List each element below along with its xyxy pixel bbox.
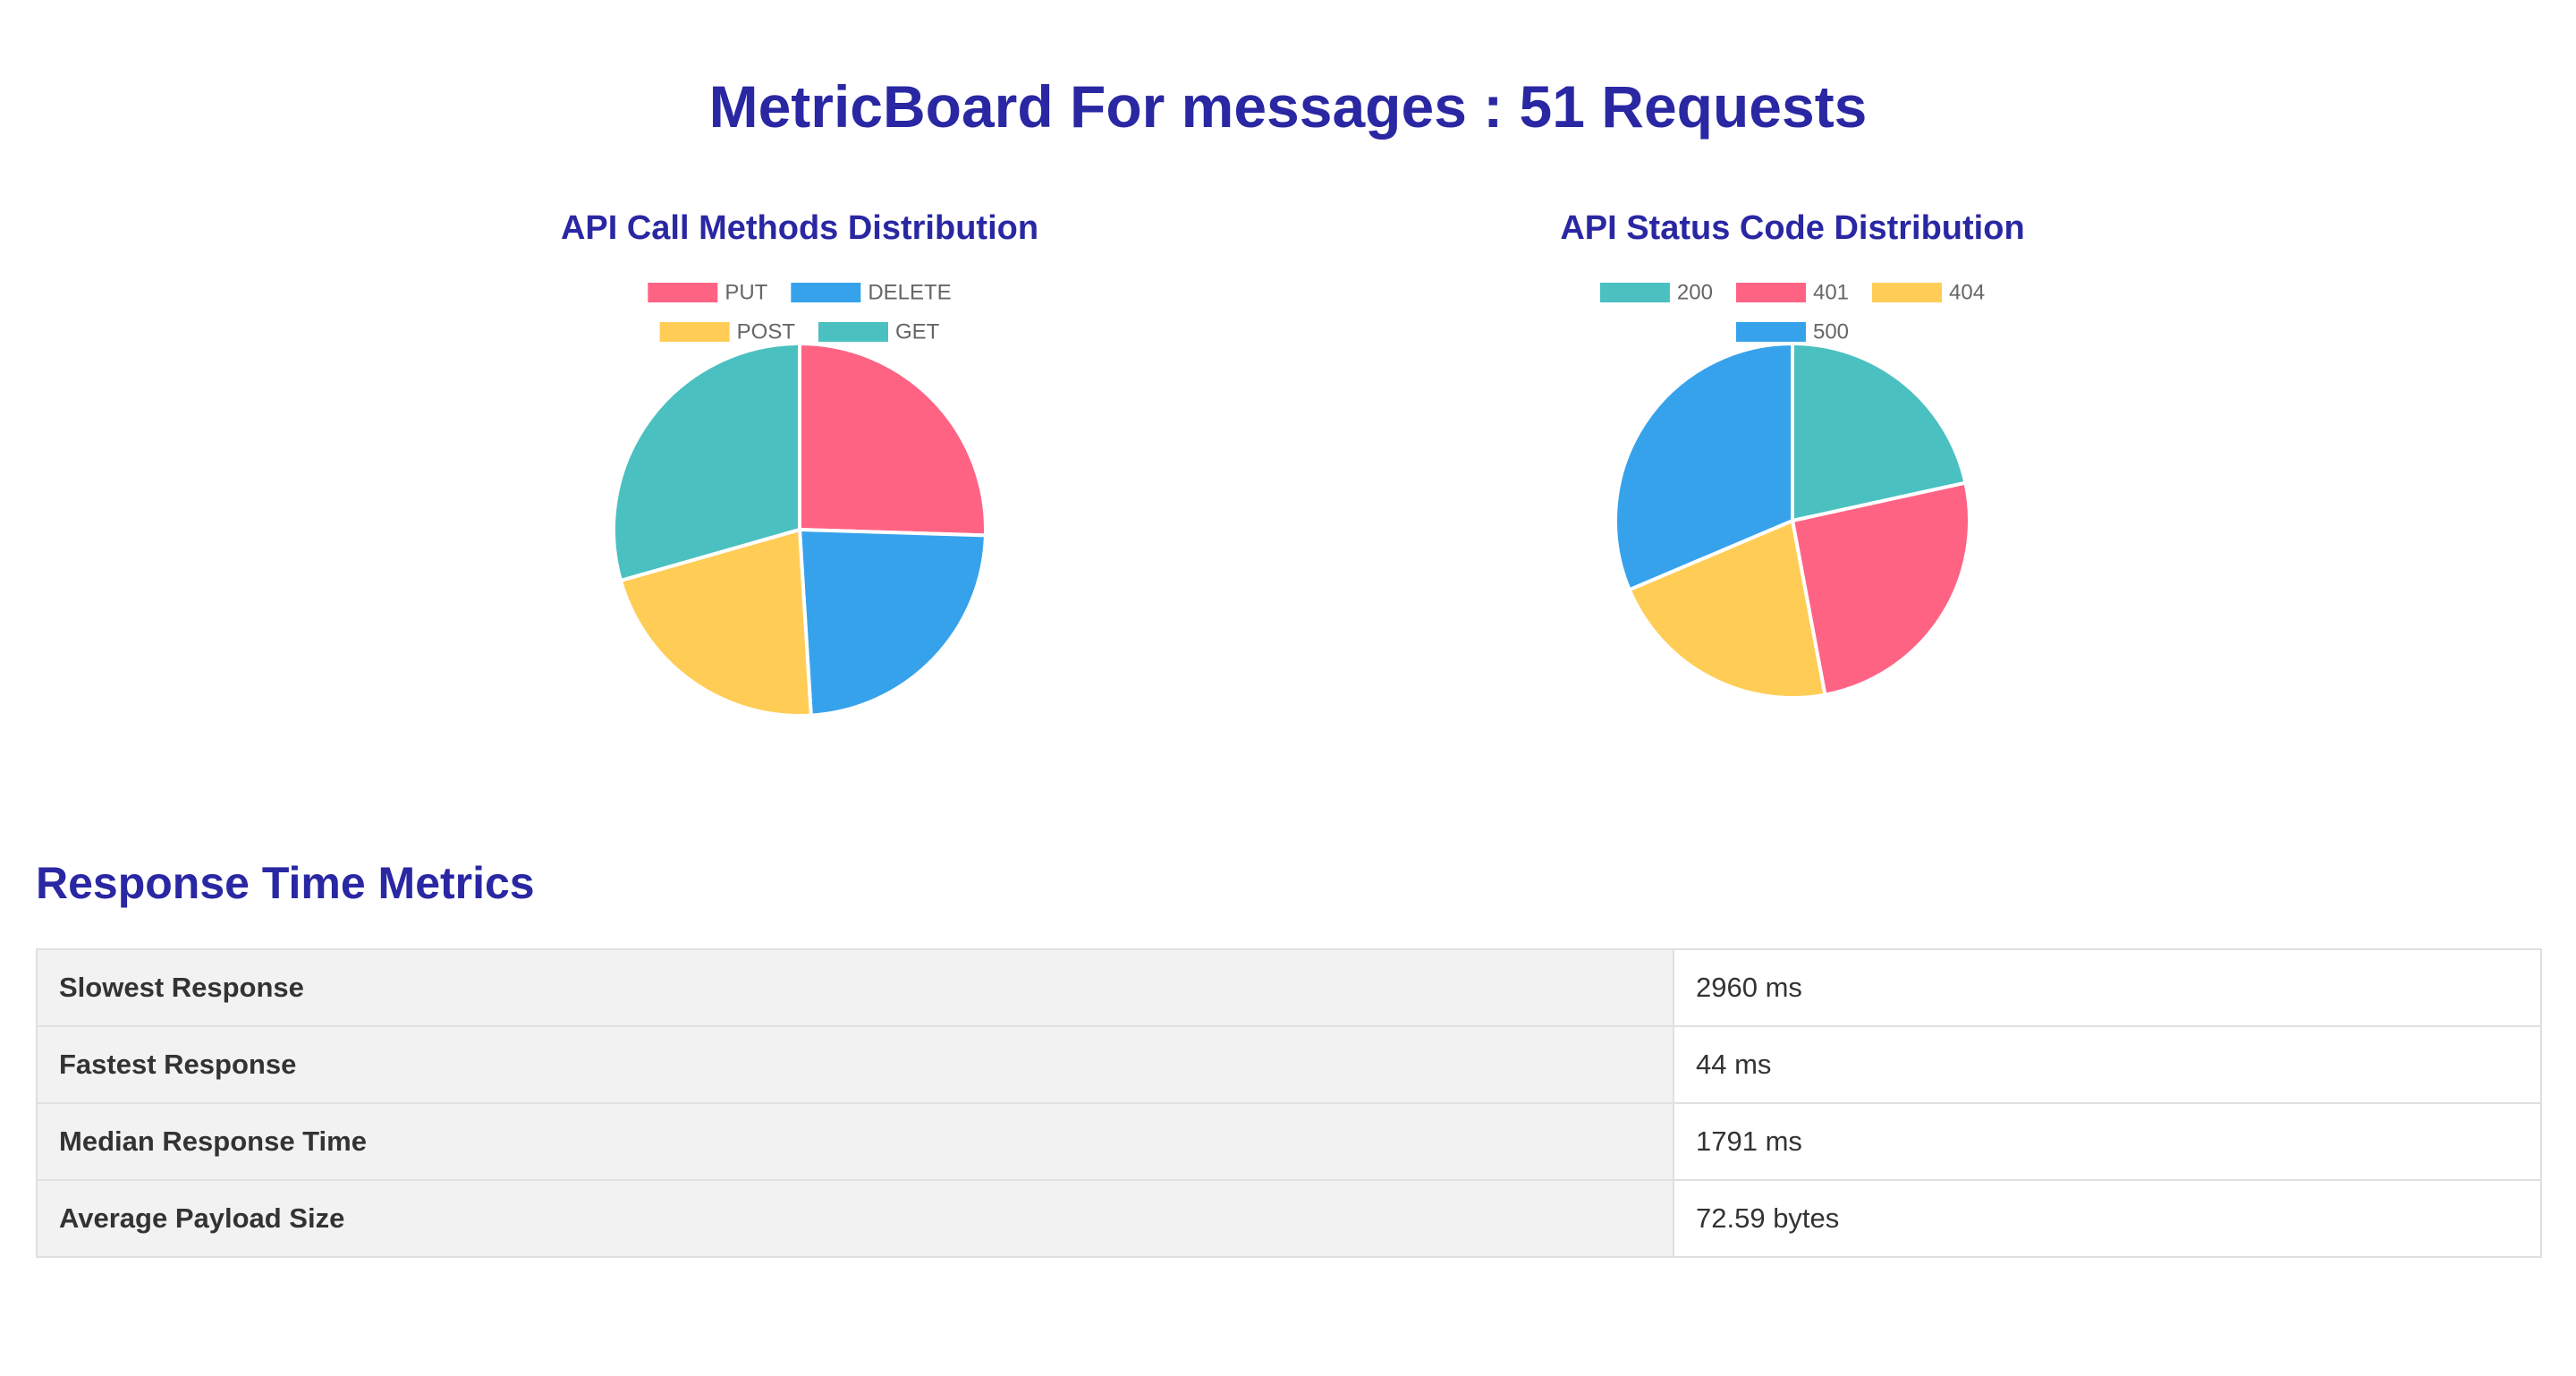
legend-item-500[interactable]: 500 <box>1735 320 1849 344</box>
methods-chart: API Call Methods Distribution PUT DELETE P… <box>397 197 1202 787</box>
pie-slice-post[interactable] <box>618 528 813 718</box>
legend-item-404[interactable]: 404 <box>1872 281 1985 305</box>
legend-item-get[interactable]: GET <box>818 320 940 344</box>
legend-swatch <box>1599 283 1670 302</box>
table-row: Median Response Time 1791 ms <box>36 1102 2542 1181</box>
pie-slice-put[interactable] <box>798 342 987 538</box>
legend-label: 200 <box>1677 281 1713 305</box>
metric-value: 44 ms <box>1673 1025 2542 1104</box>
metric-label: Median Response Time <box>36 1102 1674 1181</box>
legend-label: DELETE <box>868 281 951 305</box>
pie-slice-404[interactable] <box>1627 519 1827 700</box>
metric-label: Fastest Response <box>36 1025 1674 1104</box>
legend-item-401[interactable]: 401 <box>1735 281 1849 305</box>
metric-label: Slowest Response <box>36 948 1674 1027</box>
legend-item-post[interactable]: POST <box>659 320 796 344</box>
metric-value: 1791 ms <box>1673 1102 2542 1181</box>
legend-swatch <box>659 322 730 342</box>
chart-title: API Call Methods Distribution <box>560 209 1039 247</box>
legend-label: PUT <box>724 281 767 305</box>
legend-label: POST <box>737 320 796 344</box>
table-row: Slowest Response 2960 ms <box>36 948 2542 1027</box>
legend-label: 401 <box>1813 281 1849 305</box>
pie-slice-500[interactable] <box>1614 342 1794 592</box>
legend-swatch <box>1735 322 1806 342</box>
pie-slice-200[interactable] <box>1791 342 1968 522</box>
legend-swatch <box>791 283 861 302</box>
methods-pie-svg: PUT DELETE POST GET <box>612 281 987 718</box>
legend-label: GET <box>895 320 940 344</box>
legend-item-200[interactable]: 200 <box>1599 281 1713 305</box>
legend-swatch <box>1872 283 1943 302</box>
metrics-heading: Response Time Metrics <box>36 858 535 908</box>
legend-item-put[interactable]: PUT <box>648 281 768 305</box>
legend-label: 500 <box>1813 320 1849 344</box>
status-pie-svg: 200 401 404 500 <box>1599 281 1985 700</box>
page-title: MetricBoard For messages : 51 Requests <box>708 73 1868 140</box>
table-row: Fastest Response 44 ms <box>36 1025 2542 1104</box>
pie-slice-delete[interactable] <box>798 528 987 718</box>
metric-label: Average Payload Size <box>36 1179 1674 1258</box>
metrics-table: Slowest Response 2960 ms Fastest Respons… <box>36 948 2542 1258</box>
metric-value: 2960 ms <box>1673 948 2542 1027</box>
legend-swatch <box>648 283 718 302</box>
legend-swatch <box>1735 283 1806 302</box>
legend-label: 404 <box>1949 281 1985 305</box>
pie-slice-get[interactable] <box>612 342 801 582</box>
pie-slice-401[interactable] <box>1791 480 1971 697</box>
legend-item-delete[interactable]: DELETE <box>791 281 952 305</box>
legend-swatch <box>818 322 888 342</box>
status-chart: API Status Code Distribution 200 401 404 50… <box>1390 197 2195 787</box>
metric-value: 72.59 bytes <box>1673 1179 2542 1258</box>
chart-title: API Status Code Distribution <box>1560 209 2025 247</box>
table-row: Average Payload Size 72.59 bytes <box>36 1179 2542 1258</box>
